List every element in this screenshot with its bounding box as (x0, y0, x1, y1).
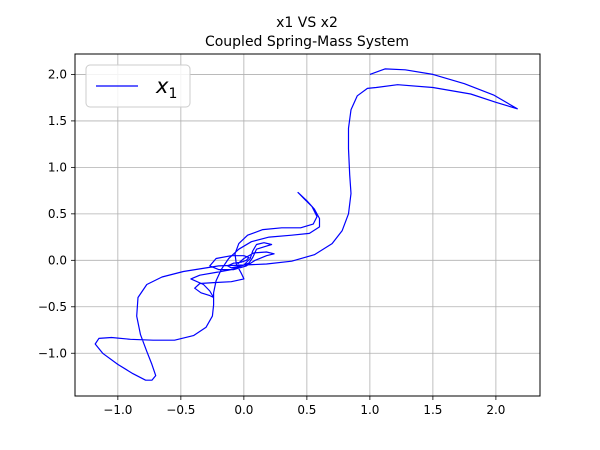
x-tick-label: 0.5 (297, 403, 316, 417)
y-tick-label: 1.0 (48, 160, 67, 174)
y-tick-label: 0.0 (48, 253, 67, 267)
x-tick-label: −0.5 (166, 403, 195, 417)
chart-subtitle: Coupled Spring-Mass System (205, 34, 409, 50)
series-line-x1 (94, 68, 518, 381)
y-tick-label: −0.5 (38, 300, 67, 314)
y-tick-label: 0.5 (48, 207, 67, 221)
y-tick-label: −1.0 (38, 346, 67, 360)
legend: x1 (85, 64, 191, 108)
grid-lines (75, 54, 540, 396)
axis-ticks: −1.0 −0.5 0.0 0.5 1.0 1.5 2.0 −1.0 −0.5 0.0 0.5 1.0… (38, 67, 506, 417)
legend-label-main: x (155, 74, 169, 98)
y-tick-label: 2.0 (48, 67, 67, 81)
legend-label-subscript: 1 (168, 86, 177, 102)
chart-title: x1 VS x2 (276, 15, 338, 31)
series-layer (94, 68, 518, 381)
axes-frame (74, 53, 541, 397)
x-tick-label: 1.5 (423, 403, 442, 417)
x-tick-label: 2.0 (486, 403, 505, 417)
y-tick-label: 1.5 (48, 114, 67, 128)
x-tick-label: 1.0 (360, 403, 379, 417)
x-tick-label: 0.0 (234, 403, 253, 417)
x-tick-label: −1.0 (103, 403, 132, 417)
legend-label: x1 (155, 74, 177, 102)
